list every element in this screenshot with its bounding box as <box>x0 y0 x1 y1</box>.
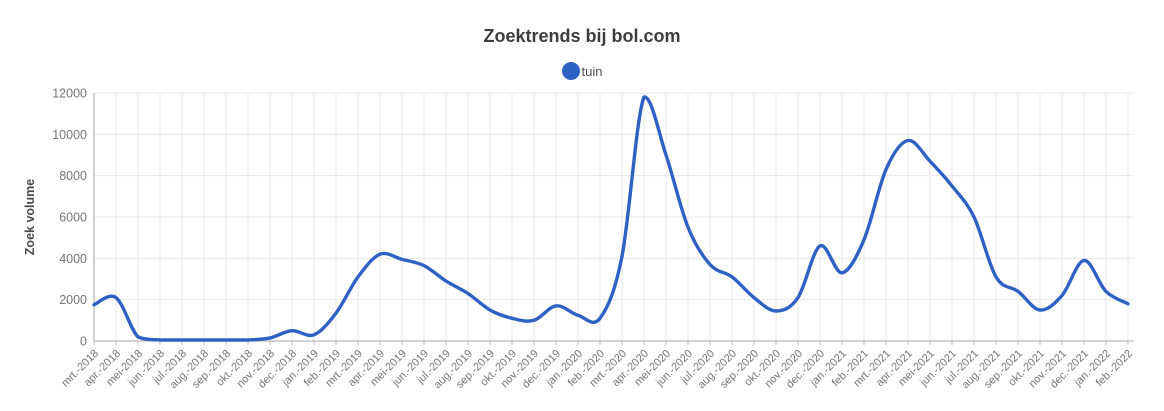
y-axis-title: Zoek volume <box>23 179 37 255</box>
series-line-tuin <box>92 95 1130 342</box>
y-axis-labels: 0 2000 4000 6000 8000 10000 12000 <box>52 87 87 349</box>
axes <box>93 93 1134 342</box>
y-tick-label: 0 <box>80 335 87 349</box>
y-tick-label: 12000 <box>52 87 87 101</box>
y-tick-label: 2000 <box>59 293 87 307</box>
legend-item-tuin[interactable]: tuin <box>561 62 603 80</box>
legend-label: tuin <box>581 63 603 79</box>
chart-title: Zoektrends bij bol.com <box>483 26 681 46</box>
legend-dot <box>561 62 580 80</box>
legend: tuin <box>0 62 1164 80</box>
y-tick-label: 6000 <box>59 211 87 225</box>
y-tick-label: 8000 <box>59 169 87 183</box>
y-gridlines <box>94 92 1134 301</box>
y-tick-label: 4000 <box>59 252 87 266</box>
x-axis-labels: mrt.-2018apr.-2018mei-2018jun.-2018jul.-… <box>59 348 1135 392</box>
x-gridlines <box>93 93 1129 345</box>
y-tick-label: 10000 <box>52 128 87 142</box>
